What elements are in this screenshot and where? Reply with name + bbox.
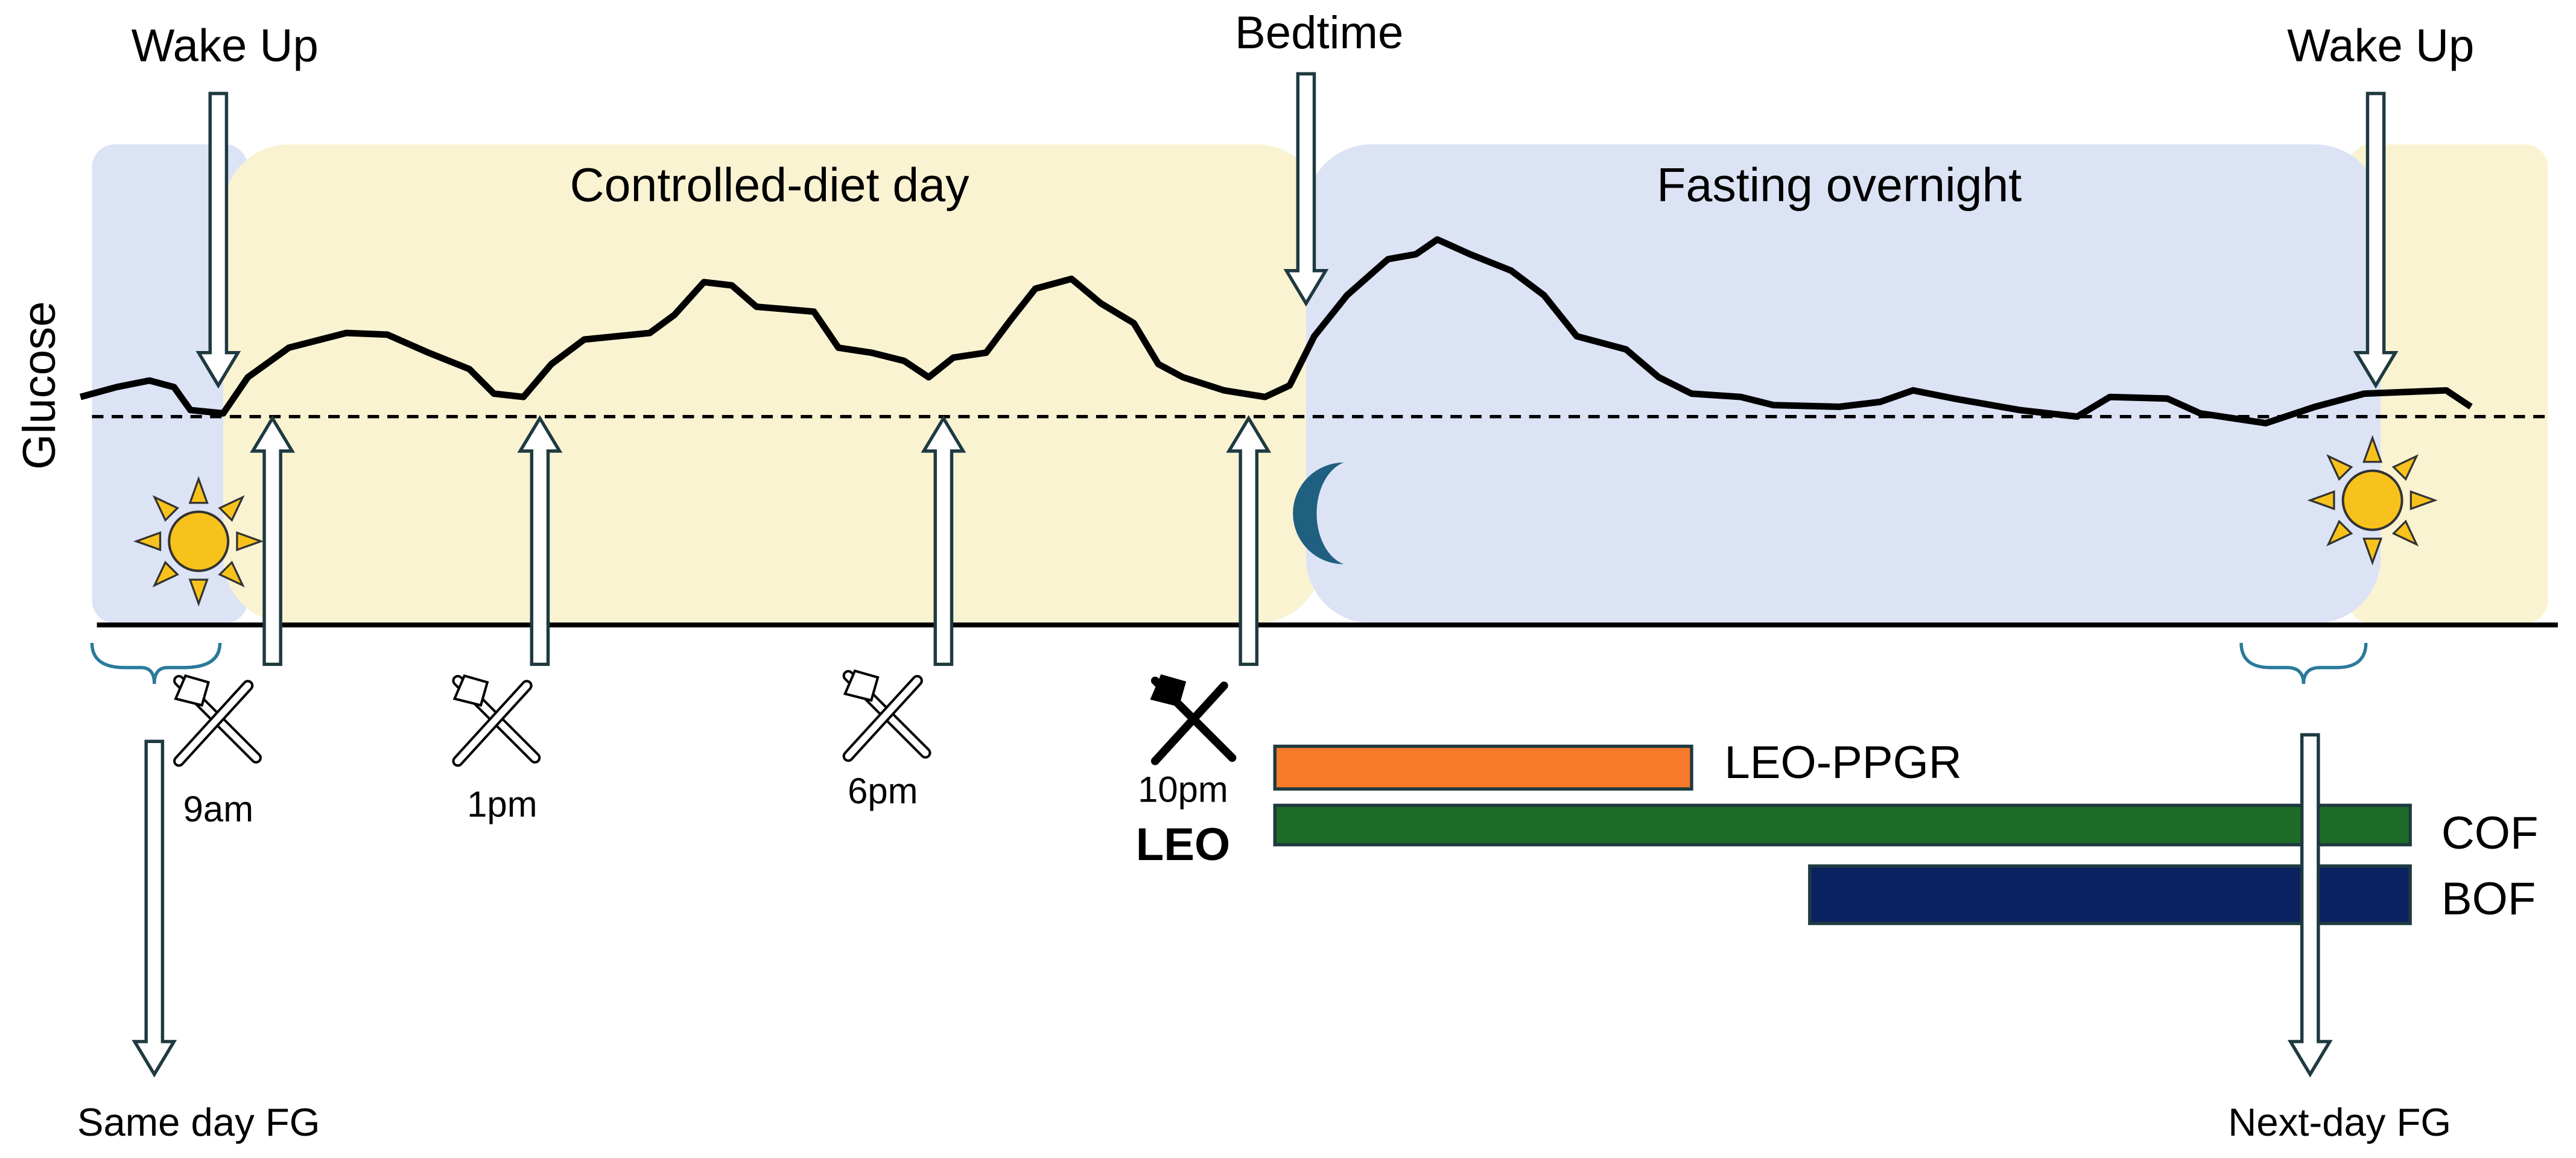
fasting-region — [1305, 144, 2381, 624]
sun-ray — [2362, 537, 2383, 566]
glucose-curve — [79, 236, 2473, 427]
sun-ray — [2391, 519, 2419, 546]
meal-label: LEO — [1136, 819, 1230, 870]
outcome-label: Next-day FG — [2228, 1100, 2451, 1144]
bof-window — [1808, 864, 2412, 925]
fork-icon — [454, 682, 530, 765]
phase-label: Controlled-diet day — [570, 159, 969, 212]
cof-window — [1273, 803, 2412, 847]
brace — [2239, 642, 2368, 685]
arrow — [921, 415, 966, 666]
arrow — [195, 92, 241, 389]
event-label: Wake Up — [2287, 21, 2474, 72]
sun-icon — [168, 510, 230, 572]
arrow — [250, 415, 296, 666]
sun-ray — [2307, 490, 2335, 511]
event-label: Wake Up — [132, 21, 319, 72]
sun-ray — [2326, 519, 2353, 546]
sun-ray — [218, 560, 245, 587]
brace — [90, 642, 222, 685]
sun-ray — [236, 531, 264, 552]
arrow — [2353, 92, 2399, 389]
meal-time: 6pm — [848, 771, 918, 811]
phase-label: Fasting overnight — [1657, 159, 2022, 212]
meal-time: 9am — [183, 789, 253, 829]
sun-icon — [2341, 469, 2403, 531]
sun-ray — [152, 560, 180, 587]
outcome-label: Same day FG — [77, 1100, 320, 1144]
fork-icon — [174, 674, 211, 707]
sun-ray — [152, 495, 180, 522]
y-axis-label: Glucose — [14, 301, 65, 469]
fork-icon — [843, 669, 880, 702]
window-label: LEO-PPGR — [1724, 737, 1961, 788]
arrow — [1283, 72, 1329, 307]
sun-ray — [2409, 490, 2438, 511]
diet-day-region — [223, 144, 1323, 624]
sun-ray — [2391, 454, 2419, 481]
moon-icon — [1293, 462, 1344, 565]
window-label: BOF — [2441, 873, 2536, 925]
sun-ray — [188, 476, 209, 504]
sun-ray — [2326, 454, 2353, 481]
arrow — [517, 415, 563, 666]
fork-icon — [845, 677, 921, 760]
arrow — [1226, 415, 1272, 666]
sun-ray — [133, 531, 162, 552]
fork-icon — [176, 682, 252, 765]
fork-icon — [1150, 674, 1187, 707]
fork-icon — [1150, 681, 1228, 765]
window-label: COF — [2441, 808, 2539, 859]
fork-icon — [452, 674, 489, 707]
arrow — [2287, 733, 2333, 1078]
event-label: Bedtime — [1235, 7, 1403, 59]
leo-ppgr-window — [1273, 744, 1693, 791]
sun-ray — [2362, 435, 2383, 463]
arrow — [132, 739, 177, 1078]
sun-ray — [218, 495, 245, 522]
sun-ray — [188, 578, 209, 607]
meal-time: 10pm — [1138, 769, 1228, 809]
meal-time: 1pm — [467, 784, 537, 824]
